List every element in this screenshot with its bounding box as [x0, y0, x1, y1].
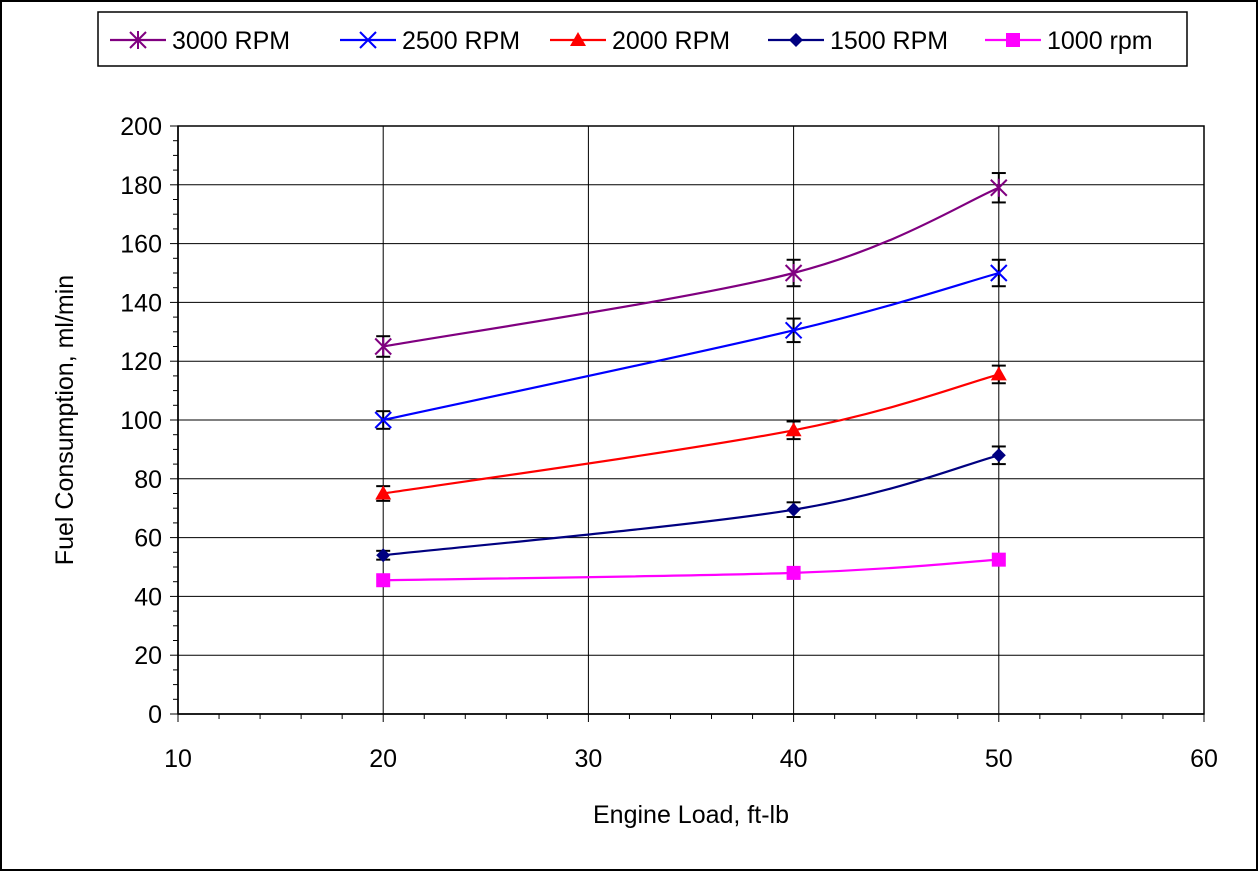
legend-item: 2000 RPM [550, 27, 730, 55]
legend: 3000 RPM 2500 RPM 2000 RPM 1500 RPM 1000 rpm [97, 11, 1188, 67]
data-point [375, 485, 392, 500]
data-point [376, 573, 391, 588]
legend-marker [359, 31, 377, 49]
legend-item: 1500 RPM [768, 27, 948, 55]
legend-item: 2500 RPM [340, 27, 520, 55]
legend-marker [570, 32, 586, 46]
x-tick-label: 30 [574, 745, 602, 773]
y-tick-label: 40 [134, 583, 162, 611]
series-4 [376, 552, 1006, 588]
axes: 0 20 40 60 80 100 120 140 160 180 200 10 20 30 40 50 60 [120, 113, 1218, 773]
y-tick-label: 120 [120, 348, 162, 376]
data-point [990, 264, 1008, 282]
y-tick-label: 60 [134, 525, 162, 553]
legend-item: 1000 rpm [985, 27, 1153, 55]
data-point [991, 448, 1006, 463]
x-axis-title: Engine Load, ft-lb [593, 801, 789, 829]
y-tick-label: 200 [120, 113, 162, 141]
y-tick-label: 140 [120, 289, 162, 317]
y-tick-label: 160 [120, 231, 162, 259]
data-point [374, 411, 392, 429]
data-point [785, 422, 802, 437]
y-tick-label: 180 [120, 172, 162, 200]
data-point [786, 502, 801, 517]
series-3 [376, 445, 1006, 563]
x-tick-label: 10 [164, 745, 192, 773]
series-0 [374, 172, 1008, 358]
series-1 [374, 258, 1008, 430]
y-tick-label: 80 [134, 466, 162, 494]
data-point [991, 552, 1006, 567]
legend-marker [129, 31, 147, 49]
series-2 [375, 364, 1007, 502]
legend-label: 1500 RPM [830, 27, 948, 55]
data-point [376, 548, 391, 563]
legend-item: 3000 RPM [110, 27, 290, 55]
data-point [990, 366, 1007, 381]
y-axis-title: Fuel Consumption, ml/min [51, 275, 79, 565]
x-tick-label: 50 [985, 745, 1013, 773]
data-point [784, 264, 803, 282]
legend-label: 2000 RPM [612, 27, 730, 55]
gridlines [178, 125, 1205, 714]
legend-label: 3000 RPM [172, 27, 290, 55]
x-tick-label: 40 [780, 745, 808, 773]
legend-label: 1000 rpm [1047, 27, 1153, 55]
x-tick-label: 20 [369, 745, 397, 773]
legend-label: 2500 RPM [402, 27, 520, 55]
y-tick-label: 0 [148, 701, 162, 729]
data-point [784, 321, 803, 340]
y-tick-label: 20 [134, 642, 162, 670]
y-tick-label: 100 [120, 407, 162, 435]
x-tick-label: 60 [1190, 745, 1218, 773]
data-point [374, 337, 392, 356]
series-line [383, 186, 1000, 348]
series-line [382, 271, 1000, 422]
data-point [786, 565, 801, 580]
series-line [383, 373, 1000, 495]
data-point [990, 178, 1008, 197]
series-line [383, 558, 999, 582]
series-layer [374, 172, 1008, 588]
series-line [383, 454, 1000, 557]
legend-marker [1006, 33, 1020, 47]
legend-marker [789, 33, 803, 47]
